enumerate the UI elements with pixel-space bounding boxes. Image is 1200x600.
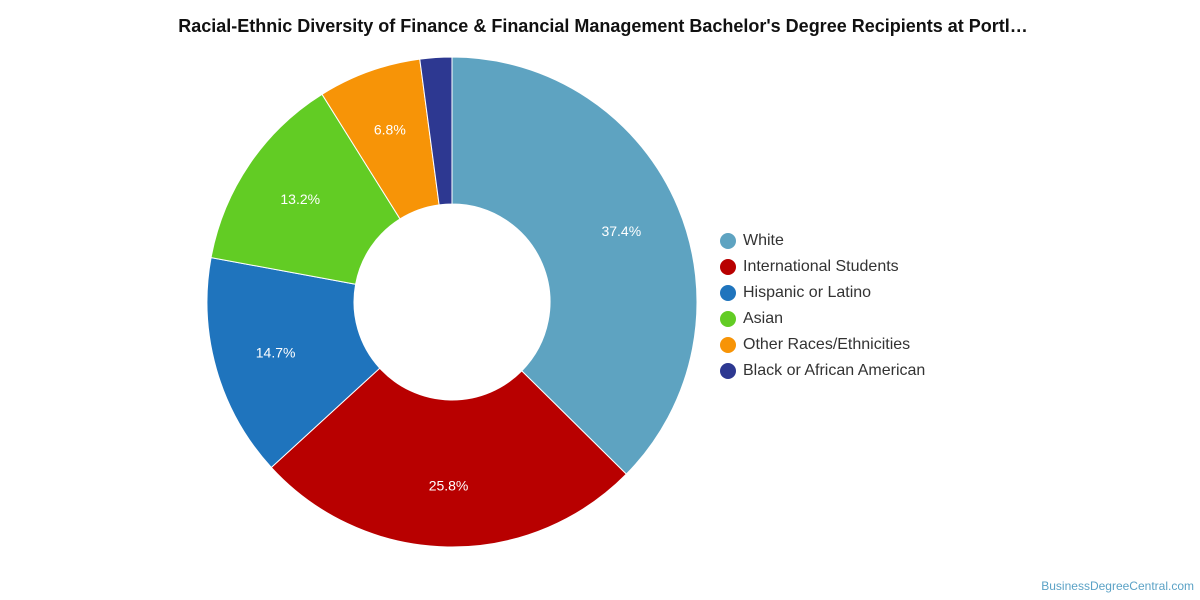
data-label-hispanic-or-latino: 14.7% [256, 345, 296, 361]
legend-item[interactable]: Other Races/Ethnicities [720, 332, 925, 358]
legend-item[interactable]: White [720, 228, 925, 254]
legend-label: Asian [743, 310, 784, 327]
legend-label: Hispanic or Latino [743, 284, 872, 301]
legend-marker-icon [720, 285, 736, 301]
legend-item[interactable]: Hispanic or Latino [720, 280, 925, 306]
data-label-other-races-ethnicities: 6.8% [374, 121, 406, 137]
slice-international-students [270, 367, 628, 548]
legend-marker-icon [720, 337, 736, 353]
chart-legend: White International Students Hispanic or L… [720, 228, 925, 384]
slice-asian [210, 93, 401, 285]
slice-black-or-african-american [419, 56, 453, 206]
source-credit: BusinessDegreeCentral.com [1041, 579, 1194, 593]
legend-item[interactable]: Black or African American [720, 358, 925, 384]
data-label-white: 37.4% [601, 223, 641, 239]
legend-label: Black or African American [743, 362, 926, 379]
slice-hispanic-or-latino [206, 257, 381, 469]
data-label-asian: 13.2% [280, 191, 320, 207]
slice-white [451, 56, 698, 475]
legend-marker-icon [720, 259, 736, 275]
legend-item[interactable]: Asian [720, 306, 925, 332]
legend-label: International Students [743, 258, 899, 275]
legend-marker-icon [720, 233, 736, 249]
legend-item[interactable]: International Students [720, 254, 925, 280]
legend-label: White [743, 232, 784, 249]
legend-marker-icon [720, 311, 736, 327]
chart-title: Racial-Ethnic Diversity of Finance & Fin… [178, 16, 1028, 36]
data-label-international-students: 25.8% [429, 477, 469, 493]
legend-label: Other Races/Ethnicities [743, 336, 911, 353]
legend-marker-icon [720, 363, 736, 379]
